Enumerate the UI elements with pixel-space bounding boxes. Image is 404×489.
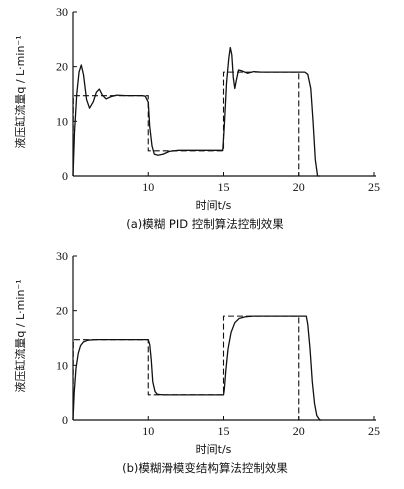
x-axis-label: 时间t/s — [196, 199, 232, 212]
y-tick-label: 10 — [56, 114, 68, 128]
x-tick-label: 25 — [368, 424, 380, 438]
x-tick-label: 15 — [218, 180, 230, 194]
x-tick-label: 15 — [218, 424, 230, 438]
x-axis-label: 时间t/s — [196, 443, 232, 456]
x-tick-label: 20 — [293, 180, 305, 194]
y-tick-label: 10 — [56, 358, 68, 372]
response-solid-line — [72, 46, 320, 177]
x-tick-label: 10 — [142, 180, 154, 194]
x-tick-label: 10 — [142, 424, 154, 438]
x-tick-label: 20 — [293, 424, 305, 438]
chart-panel-b: 10 15 20 25 0 10 20 30 时间t/s 液压缸流量q / L·min⁻¹ (… — [13, 249, 380, 475]
y-tick-label: 0 — [62, 169, 68, 183]
chart-panel-a: 10 15 20 25 0 10 20 30 时间t/s 液压缸流量q / L·min⁻¹ (… — [13, 5, 380, 231]
x-tick-label: 25 — [368, 180, 380, 194]
chart-caption: (b)模糊滑模变结构算法控制效果 — [122, 461, 288, 475]
y-tick-label: 30 — [56, 5, 68, 19]
chart-caption: (a)模糊 PID 控制算法控制效果 — [126, 217, 284, 231]
y-tick-label: 0 — [62, 413, 68, 427]
y-axis-label: 液压缸流量q / L·min⁻¹ — [13, 279, 27, 392]
y-tick-label: 20 — [56, 60, 68, 74]
setpoint-dashed-line — [72, 71, 304, 177]
setpoint-dashed-line — [72, 315, 304, 421]
y-tick-label: 30 — [56, 249, 68, 263]
y-axis-label: 液压缸流量q / L·min⁻¹ — [13, 35, 27, 148]
response-solid-line — [72, 315, 322, 421]
y-tick-label: 20 — [56, 304, 68, 318]
